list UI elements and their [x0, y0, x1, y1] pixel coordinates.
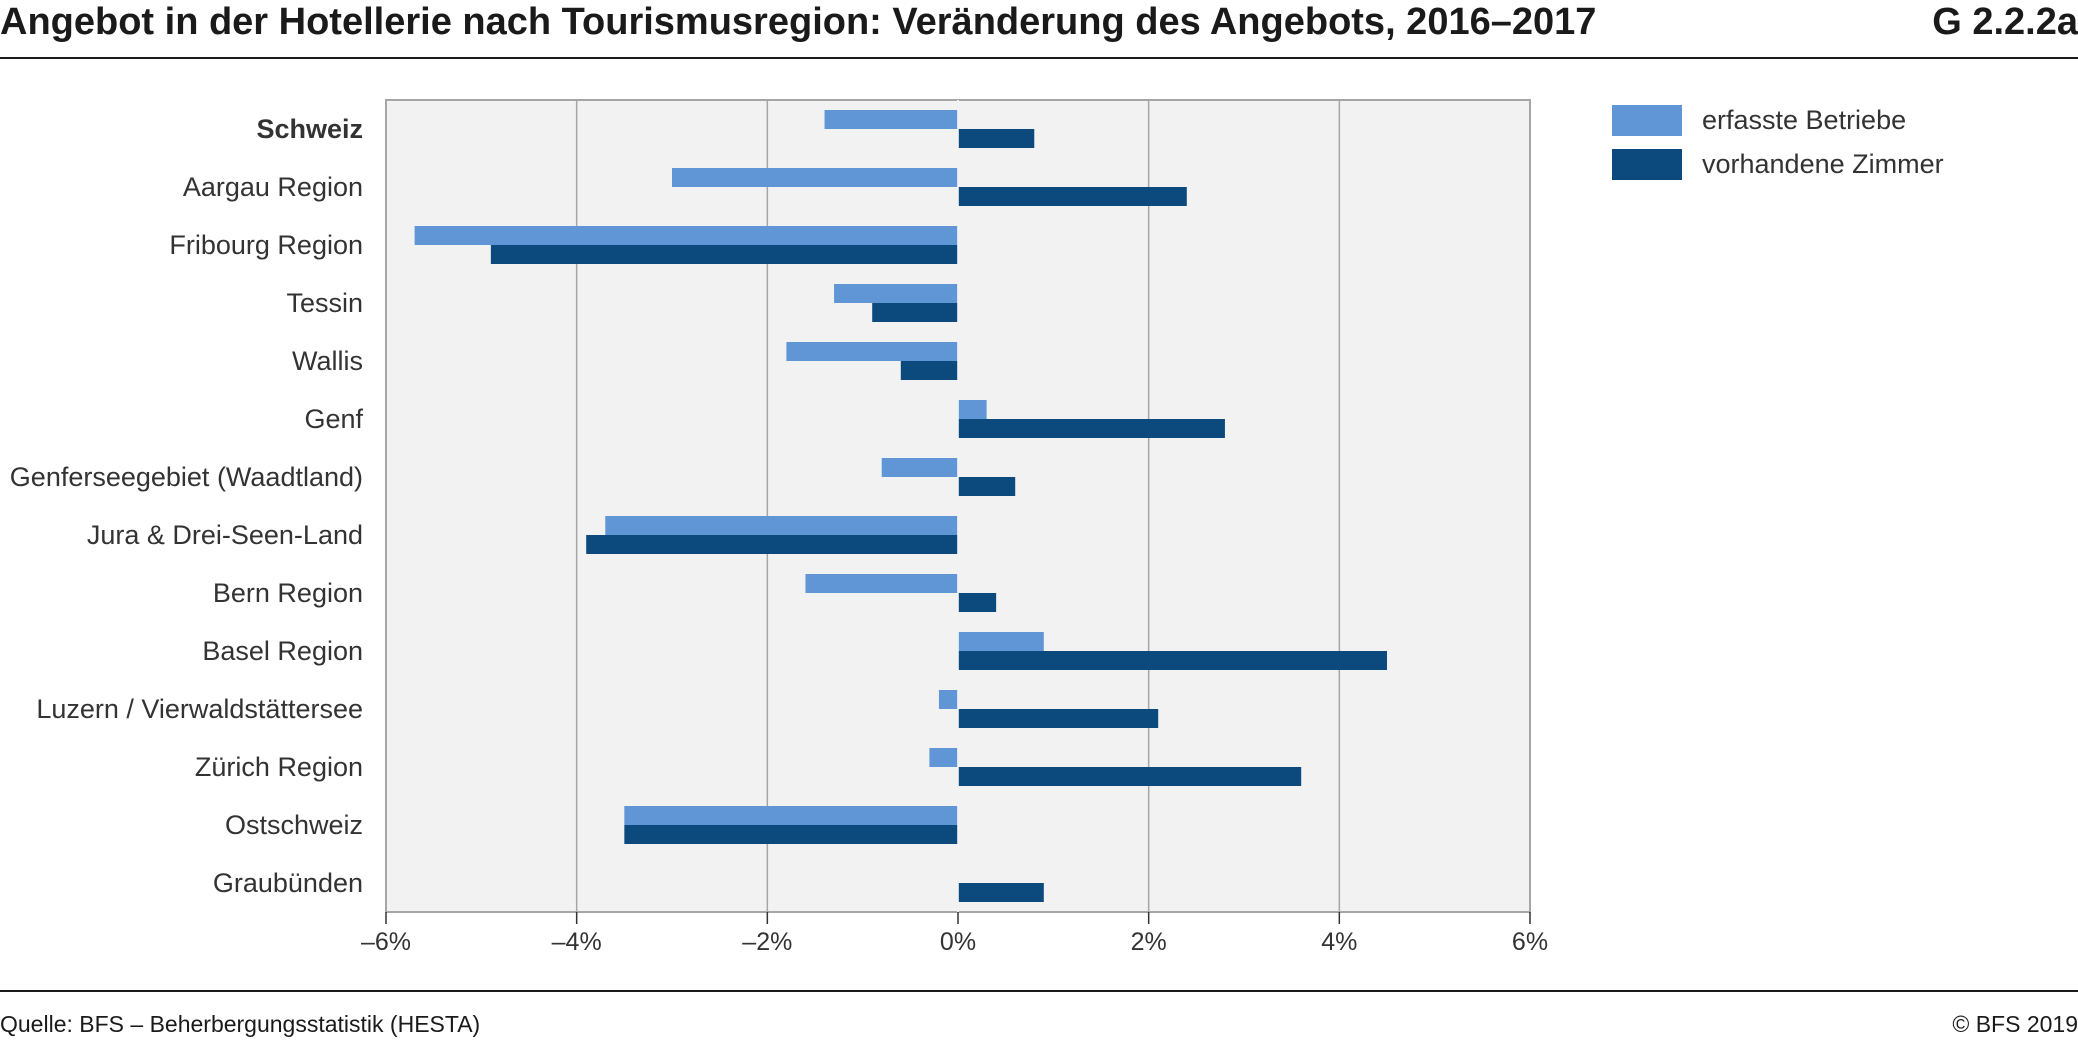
bar-zimmer — [958, 767, 1302, 786]
bar-betriebe — [605, 516, 958, 535]
category-label: Basel Region — [202, 636, 363, 666]
bar-betriebe — [414, 226, 959, 245]
tick-label: 2% — [1131, 928, 1167, 956]
bar-zimmer — [490, 245, 958, 264]
legend-label-betriebe: erfasste Betriebe — [1702, 104, 1907, 135]
legend: erfasste Betriebe vorhandene Zimmer — [1612, 98, 1944, 186]
legend-swatch-betriebe — [1612, 104, 1682, 136]
x-axis-ticks: –6% –4% –2% 0% 2% 4% 6% — [361, 912, 1548, 956]
legend-label-zimmer: vorhandene Zimmer — [1702, 148, 1944, 179]
chart-title: Angebot in der Hotellerie nach Tourismus… — [0, 1, 1597, 43]
category-label: Luzern / Vierwaldstättersee — [36, 694, 363, 724]
bar-zimmer — [958, 593, 997, 612]
bar-betriebe — [624, 806, 958, 825]
category-label: Genferseegebiet (Waadtland) — [10, 462, 363, 492]
bar-zimmer — [958, 651, 1387, 670]
bar-zimmer — [958, 883, 1044, 902]
category-label: Fribourg Region — [169, 230, 363, 260]
category-labels: Schweiz Aargau Region Fribourg Region Tessi… — [10, 114, 364, 898]
bar-betriebe — [881, 458, 958, 477]
tick-label: 0% — [940, 928, 976, 956]
bar-betriebe — [938, 690, 958, 709]
bar-zimmer — [900, 361, 958, 380]
bar-zimmer — [586, 535, 958, 554]
copyright-note: © BFS 2019 — [1952, 1011, 2078, 1037]
bar-betriebe — [672, 168, 958, 187]
tick-label: –4% — [552, 928, 602, 956]
category-label: Graubünden — [213, 868, 363, 898]
category-label: Wallis — [292, 346, 363, 376]
category-label: Aargau Region — [183, 172, 363, 202]
category-label: Tessin — [286, 288, 363, 318]
legend-swatch-zimmer — [1612, 148, 1682, 180]
bar-betriebe — [929, 748, 958, 767]
tick-label: –6% — [361, 928, 411, 956]
tick-label: 4% — [1321, 928, 1357, 956]
bar-zimmer — [958, 187, 1187, 206]
bar-betriebe — [834, 284, 958, 303]
bar-zimmer — [872, 303, 958, 322]
category-label: Jura & Drei-Seen-Land — [87, 520, 363, 550]
category-label: Genf — [304, 404, 363, 434]
bar-zimmer — [624, 825, 958, 844]
bar-zimmer — [958, 419, 1225, 438]
tick-label: 6% — [1512, 928, 1548, 956]
category-label: Ostschweiz — [225, 810, 363, 840]
tick-label: –2% — [742, 928, 792, 956]
bar-zimmer — [958, 709, 1159, 728]
bar-zimmer — [958, 477, 1016, 496]
bar-betriebe — [958, 632, 1044, 651]
bottom-rule — [0, 990, 2078, 992]
bar-betriebe — [824, 110, 958, 129]
source-note: Quelle: BFS – Beherbergungsstatistik (HE… — [0, 1011, 481, 1037]
category-label: Zürich Region — [195, 752, 363, 782]
bar-zimmer — [958, 129, 1035, 148]
bar-betriebe — [805, 574, 958, 593]
bar-betriebe — [786, 342, 958, 361]
bars — [414, 100, 1387, 912]
category-label: Bern Region — [213, 578, 363, 608]
legend-item-betriebe: erfasste Betriebe — [1612, 98, 1944, 142]
top-rule — [0, 57, 2078, 59]
legend-item-zimmer: vorhandene Zimmer — [1612, 142, 1944, 186]
chart-code: G 2.2.2a — [1932, 1, 2078, 43]
category-label: Schweiz — [256, 114, 363, 144]
bar-betriebe — [958, 400, 987, 419]
bar-chart: Schweiz Aargau Region Fribourg Region Tessi… — [10, 99, 1548, 956]
